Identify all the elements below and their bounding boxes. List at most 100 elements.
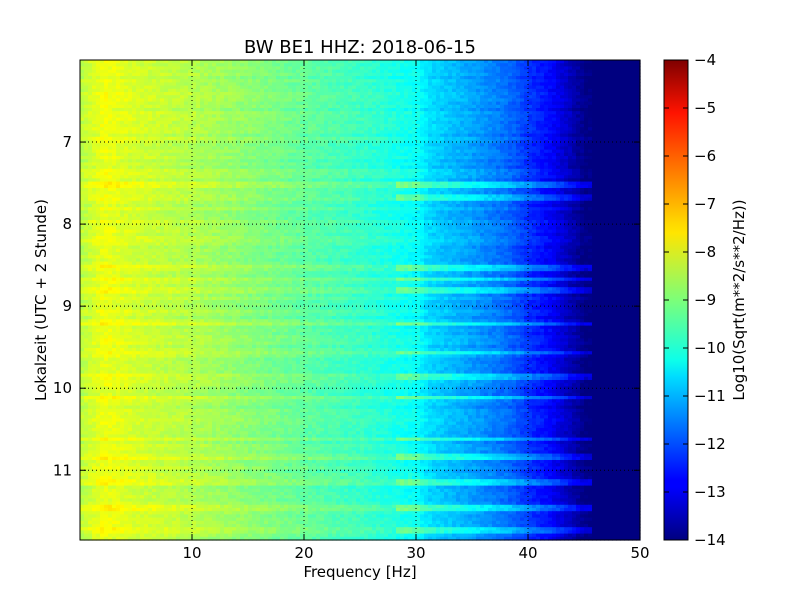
heatmap-cell xyxy=(220,72,225,77)
heatmap-cell xyxy=(196,66,201,71)
heatmap-cell xyxy=(552,69,557,74)
heatmap-cell xyxy=(80,60,85,64)
heatmap-cell xyxy=(276,76,281,80)
heatmap-cell xyxy=(320,85,325,90)
heatmap-cell xyxy=(496,79,501,83)
heatmap-cell xyxy=(392,85,397,90)
heatmap-cell xyxy=(384,85,389,90)
heatmap-cell xyxy=(216,88,221,93)
heatmap-cell xyxy=(604,76,609,80)
heatmap-cell xyxy=(192,76,197,80)
heatmap-cell xyxy=(472,76,477,80)
heatmap-cell xyxy=(560,72,565,77)
heatmap-cell xyxy=(460,85,465,90)
heatmap-cell xyxy=(576,72,581,77)
heatmap-cell xyxy=(180,82,185,87)
heatmap-cell xyxy=(628,63,633,67)
heatmap-cell xyxy=(108,69,113,74)
heatmap-cell xyxy=(144,79,149,83)
heatmap-cell xyxy=(624,60,629,64)
heatmap-cell xyxy=(488,88,493,93)
heatmap-cell xyxy=(540,85,545,90)
heatmap-cell xyxy=(172,88,177,93)
heatmap-cell xyxy=(512,66,517,71)
heatmap-cell xyxy=(404,82,409,87)
heatmap-cell xyxy=(272,69,277,74)
heatmap-cell xyxy=(564,66,569,71)
heatmap-cell xyxy=(584,69,589,74)
heatmap-cell xyxy=(604,66,609,71)
heatmap-cell xyxy=(524,66,529,71)
heatmap-cell xyxy=(340,66,345,71)
heatmap-cell xyxy=(604,82,609,87)
heatmap-cell xyxy=(636,82,641,87)
heatmap-cell xyxy=(80,66,85,71)
heatmap-cell xyxy=(412,63,417,67)
heatmap-cell xyxy=(584,63,589,67)
heatmap-cell xyxy=(472,69,477,74)
heatmap-cell xyxy=(212,76,217,80)
heatmap-cell xyxy=(456,82,461,87)
heatmap-cell xyxy=(376,66,381,71)
heatmap-cell xyxy=(468,85,473,90)
heatmap-cell xyxy=(616,76,621,80)
heatmap-cell xyxy=(192,92,197,96)
heatmap-cell xyxy=(272,79,277,83)
heatmap-cell xyxy=(120,88,125,93)
heatmap-cell xyxy=(432,63,437,67)
heatmap-cell xyxy=(384,66,389,71)
heatmap-cell xyxy=(140,63,145,67)
heatmap-cell xyxy=(632,79,637,83)
heatmap-cell xyxy=(244,69,249,74)
heatmap-cell xyxy=(596,76,601,80)
heatmap-cell xyxy=(428,72,433,77)
heatmap-cell xyxy=(560,66,565,71)
heatmap-cell xyxy=(296,88,301,93)
heatmap-cell xyxy=(512,63,517,67)
heatmap-cell xyxy=(352,88,357,93)
heatmap-cell xyxy=(380,66,385,71)
heatmap-cell xyxy=(480,63,485,67)
heatmap-cell xyxy=(624,76,629,80)
heatmap-cell xyxy=(192,69,197,74)
heatmap-cell xyxy=(424,79,429,83)
heatmap-cell xyxy=(616,60,621,64)
heatmap-cell xyxy=(116,76,121,80)
heatmap-cell xyxy=(500,79,505,83)
heatmap-cell xyxy=(148,85,153,90)
heatmap-cell xyxy=(148,82,153,87)
heatmap-cell xyxy=(308,82,313,87)
heatmap-cell xyxy=(340,63,345,67)
heatmap-cell xyxy=(312,82,317,87)
heatmap-cell xyxy=(488,76,493,80)
heatmap-cell xyxy=(144,72,149,77)
heatmap-cell xyxy=(396,82,401,87)
heatmap-cell xyxy=(188,79,193,83)
heatmap-cell xyxy=(568,88,573,93)
heatmap-cell xyxy=(360,88,365,93)
heatmap-cell xyxy=(568,79,573,83)
heatmap-cell xyxy=(488,60,493,64)
heatmap-cell xyxy=(420,69,425,74)
heatmap-cell xyxy=(192,63,197,67)
heatmap-cell xyxy=(352,82,357,87)
heatmap-cell xyxy=(444,76,449,80)
heatmap-cell xyxy=(184,92,189,96)
heatmap-cell xyxy=(372,60,377,64)
heatmap-cell xyxy=(608,82,613,87)
heatmap-cell xyxy=(460,79,465,83)
heatmap-cell xyxy=(324,72,329,77)
heatmap-cell xyxy=(480,82,485,87)
heatmap-cell xyxy=(460,66,465,71)
heatmap-cell xyxy=(200,66,205,71)
heatmap-cell xyxy=(380,85,385,90)
heatmap-cell xyxy=(80,82,85,87)
heatmap-cell xyxy=(612,79,617,83)
heatmap-cell xyxy=(320,60,325,64)
heatmap-cell xyxy=(148,63,153,67)
heatmap-cell xyxy=(212,88,217,93)
heatmap-cell xyxy=(96,85,101,90)
heatmap-cell xyxy=(272,85,277,90)
heatmap-cell xyxy=(80,92,85,96)
heatmap-cell xyxy=(624,88,629,93)
